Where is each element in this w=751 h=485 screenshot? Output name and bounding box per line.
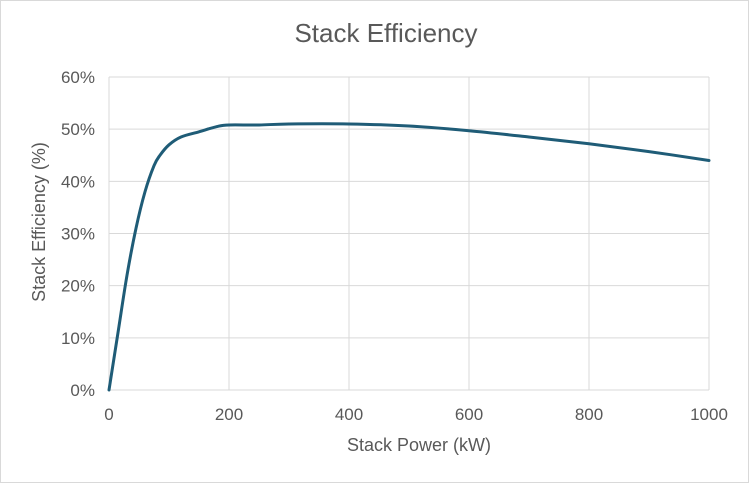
x-axis-label: Stack Power (kW) xyxy=(347,435,491,455)
y-tick-label: 20% xyxy=(61,277,95,296)
y-tick-label: 0% xyxy=(70,381,95,400)
chart-title: Stack Efficiency xyxy=(294,18,477,48)
y-tick-labels: 0% 10% 20% 30% 40% 50% 60% xyxy=(61,68,95,400)
x-tick-label: 1000 xyxy=(690,405,728,424)
x-tick-label: 600 xyxy=(455,405,483,424)
x-tick-label: 200 xyxy=(215,405,243,424)
x-tick-label: 0 xyxy=(104,405,113,424)
y-tick-label: 40% xyxy=(61,172,95,191)
y-tick-label: 10% xyxy=(61,329,95,348)
grid-layer xyxy=(108,76,710,391)
y-tick-label: 30% xyxy=(61,225,95,244)
y-tick-label: 60% xyxy=(61,68,95,87)
series-line-stack-efficiency xyxy=(107,122,711,392)
x-tick-label: 800 xyxy=(575,405,603,424)
y-tick-label: 50% xyxy=(61,120,95,139)
x-tick-labels: 0 200 400 600 800 1000 xyxy=(104,405,728,424)
x-tick-label: 400 xyxy=(335,405,363,424)
y-axis-label: Stack Efficiency (%) xyxy=(29,142,49,302)
